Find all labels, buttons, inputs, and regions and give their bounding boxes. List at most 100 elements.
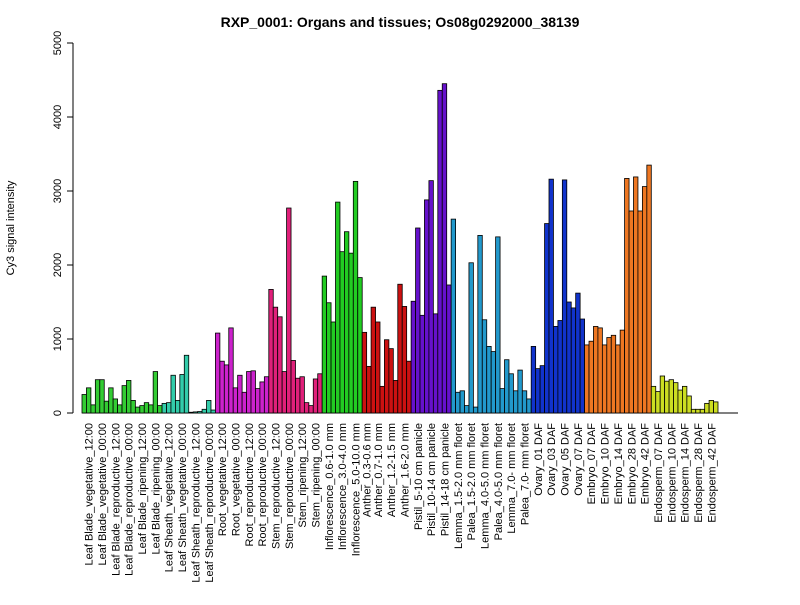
bar <box>103 400 110 414</box>
bar <box>348 252 354 414</box>
bar <box>250 370 256 414</box>
x-category-label: Leaf Sheath_reproductive_00:00 <box>204 423 216 583</box>
x-category-label: Root_reproductive_00:00 <box>257 423 269 547</box>
bar <box>455 391 461 414</box>
x-category-label: Pistil_14-18 cm panicle <box>439 423 451 536</box>
bar <box>277 316 283 414</box>
bar <box>268 289 274 414</box>
bar <box>299 376 305 414</box>
bar <box>490 351 497 414</box>
bar <box>504 359 510 414</box>
bar <box>428 180 434 414</box>
bar <box>379 385 385 414</box>
x-category-label: Ovary_05 DAF <box>560 423 572 496</box>
bar <box>593 326 599 414</box>
bar <box>432 313 439 414</box>
x-category-label: Anther_1.6-2.0 mm <box>399 423 411 517</box>
bar <box>561 179 568 414</box>
bar <box>312 378 319 414</box>
y-axis-label: Cy3 signal intensity <box>5 180 17 275</box>
bar <box>108 387 114 414</box>
bar <box>673 382 679 414</box>
bar <box>499 388 505 414</box>
bar <box>148 404 154 414</box>
bar <box>263 376 270 414</box>
x-category-label: Ovary_03 DAF <box>546 423 558 496</box>
bar <box>695 408 701 414</box>
bar <box>601 344 608 414</box>
x-category-label: Lemma_1.5-2.0 mm floret <box>453 423 465 549</box>
bar <box>570 307 577 414</box>
x-category-label: Root_vegetative_00:00 <box>230 423 242 536</box>
bar <box>366 365 372 414</box>
x-category-label: Stem_reproductive_00:00 <box>284 423 296 549</box>
bar <box>161 402 167 414</box>
x-category-label: Palea_4.0-5.0 mm floret <box>493 423 505 540</box>
bar <box>668 379 674 414</box>
bar <box>704 402 710 414</box>
bar <box>99 379 105 414</box>
bar <box>335 201 341 414</box>
bar <box>526 398 532 414</box>
x-category-label: Leaf Blade_ripening_00:00 <box>150 423 162 555</box>
bar <box>330 321 336 414</box>
x-category-label: Leaf Sheath_reproductive_12:00 <box>190 423 202 583</box>
bar <box>539 365 545 414</box>
bar <box>521 390 528 414</box>
x-category-label: Lemma_7.0- mm floret <box>506 423 518 534</box>
bar <box>424 199 430 414</box>
x-category-label: Embryo_14 DAF <box>613 423 625 505</box>
bar <box>157 405 163 414</box>
bar <box>690 408 697 414</box>
bar <box>575 292 581 414</box>
bar <box>241 391 247 414</box>
bar <box>446 284 452 414</box>
bars-layer <box>81 83 738 414</box>
x-category-label: Embryo_28 DAF <box>626 423 638 505</box>
bar <box>303 402 310 414</box>
x-category-label: Leaf Blade_reproductive_12:00 <box>110 423 122 576</box>
x-category-label: Stem_reproductive_12:00 <box>270 423 282 549</box>
bar <box>237 374 243 414</box>
bar <box>659 375 666 414</box>
bar <box>388 348 394 414</box>
bar <box>308 405 314 414</box>
bar <box>179 374 185 414</box>
bar <box>677 389 683 414</box>
bar <box>553 326 559 414</box>
bar <box>597 327 603 414</box>
x-category-label: Anther_1.2-1.5 mm <box>386 423 398 517</box>
bar <box>441 83 448 414</box>
bar <box>143 402 150 414</box>
bar <box>615 344 621 414</box>
bar <box>557 320 563 414</box>
bar <box>713 401 719 414</box>
bar <box>321 275 328 414</box>
bar <box>117 404 123 414</box>
bar <box>624 178 630 414</box>
x-category-label: Leaf Blade_ripening_12:00 <box>137 423 149 555</box>
bar <box>357 277 363 414</box>
y-tick-label: 1000 <box>52 327 64 351</box>
bar <box>90 404 96 414</box>
x-category-label: Stem_ripening_12:00 <box>297 423 309 528</box>
bar <box>370 306 376 414</box>
bar <box>477 234 483 414</box>
x-category-label: Endosperm_42 DAF <box>706 423 718 523</box>
x-category-label: Palea_7.0- mm floret <box>520 423 532 525</box>
bar <box>637 210 643 414</box>
bar <box>228 327 234 414</box>
bar <box>317 373 323 414</box>
bar <box>468 262 474 414</box>
bar <box>326 302 332 414</box>
bar <box>183 354 190 414</box>
bar <box>655 391 661 414</box>
bar <box>535 368 541 414</box>
x-category-label: Inflorescence_0.6-1.0 mm <box>324 423 336 550</box>
bar <box>339 251 345 414</box>
x-category-label: Pistil_5-10 cm panicle <box>413 423 425 530</box>
x-category-label: Inflorescence_5.0-10.0 mm <box>351 423 363 556</box>
x-category-label: Ovary_01 DAF <box>533 423 545 496</box>
bar <box>197 411 203 414</box>
bar <box>246 371 252 414</box>
